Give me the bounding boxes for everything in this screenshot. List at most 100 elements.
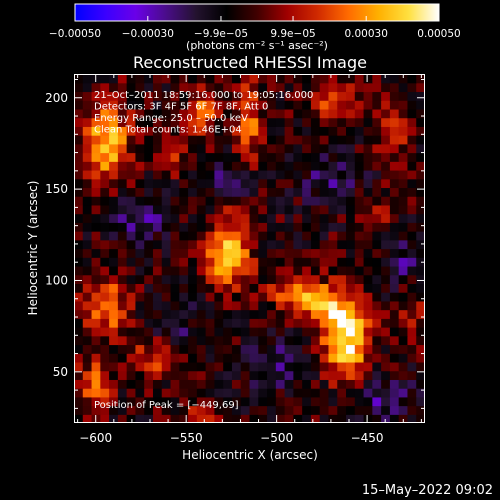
heatmap-cell [179, 300, 189, 311]
heatmap-cell [144, 117, 154, 127]
heatmap-cell [372, 335, 382, 346]
heatmap-cell [126, 265, 137, 276]
heatmap-cell [249, 274, 259, 284]
heatmap-cell [258, 361, 268, 372]
heatmap-cell [381, 143, 391, 154]
heatmap-cell [389, 335, 400, 346]
heatmap-cell [100, 335, 110, 346]
heatmap-cell [363, 143, 373, 154]
heatmap-cell [354, 361, 365, 372]
heatmap-cell [407, 361, 417, 372]
heatmap-cell [170, 335, 180, 346]
heatmap-cell [346, 143, 356, 154]
heatmap-cell [109, 292, 119, 302]
heatmap-cell [109, 117, 119, 127]
heatmap-cell [240, 300, 251, 311]
heatmap-cell [302, 178, 312, 189]
heatmap-cell [372, 309, 382, 319]
heatmap-cell [196, 239, 207, 250]
heatmap-cell [416, 126, 425, 136]
heatmap-cell [231, 108, 242, 119]
heatmap-cell [135, 231, 145, 241]
heatmap-cell [337, 370, 347, 380]
heatmap-cell [100, 344, 110, 354]
heatmap-cell [126, 108, 137, 119]
heatmap-cell [363, 327, 373, 337]
heatmap-cell [135, 327, 145, 337]
heatmap-cell [135, 178, 145, 189]
heatmap-cell [231, 231, 242, 241]
heatmap-cell [302, 204, 312, 215]
heatmap-cell [363, 108, 373, 119]
heatmap-cell [267, 74, 277, 84]
heatmap-cell [188, 265, 198, 276]
heatmap-cell [205, 274, 216, 284]
heatmap-cell [100, 222, 110, 232]
heatmap-cell [293, 178, 303, 189]
heatmap-cell [74, 204, 84, 215]
heatmap-cell [161, 361, 172, 372]
heatmap-cell [328, 161, 338, 171]
annotation-line: Detectors: 3F 4F 5F 6F 7F 8F, Att 0 [94, 102, 268, 113]
heatmap-cell [319, 353, 330, 363]
heatmap-cell [231, 344, 242, 354]
heatmap-cell [319, 414, 330, 423]
heatmap-cell [170, 161, 180, 171]
heatmap-cell [398, 117, 409, 127]
heatmap-cell [354, 239, 365, 250]
heatmap-cell [346, 274, 356, 284]
colorbar-tick-label: −0.00050 [49, 28, 101, 40]
heatmap-cell [214, 231, 224, 241]
heatmap-cell [346, 169, 356, 180]
heatmap-cell [407, 178, 417, 189]
heatmap-cell [152, 309, 163, 319]
heatmap-cell [354, 135, 365, 145]
heatmap-cell [275, 161, 286, 171]
heatmap-cell [398, 152, 409, 162]
heatmap-cell [363, 178, 373, 189]
heatmap-cell [267, 161, 277, 171]
heatmap-cell [363, 100, 373, 110]
heatmap-cell [389, 257, 400, 267]
heatmap-cell [109, 388, 119, 398]
heatmap-cell [319, 231, 330, 241]
heatmap-cell [302, 152, 312, 162]
heatmap-cell [74, 239, 84, 250]
heatmap-cell [196, 370, 207, 380]
heatmap-cell [328, 405, 338, 415]
heatmap-cell [284, 239, 294, 250]
heatmap-cell [91, 370, 101, 380]
heatmap-cell [135, 283, 145, 293]
heatmap-cell [398, 239, 409, 250]
heatmap-cell [284, 309, 294, 319]
heatmap-cell [205, 292, 216, 302]
heatmap-cell [152, 187, 163, 197]
heatmap-cell [223, 178, 233, 189]
heatmap-cell [109, 405, 119, 415]
heatmap-cell [231, 353, 242, 363]
heatmap-cell [249, 414, 259, 423]
heatmap-cell [82, 126, 93, 136]
heatmap-cell [267, 204, 277, 215]
heatmap-cell [214, 292, 224, 302]
heatmap-cell [398, 169, 409, 180]
heatmap-cell [214, 91, 224, 101]
heatmap-cell [170, 274, 180, 284]
heatmap-cell [346, 196, 356, 206]
heatmap-cell [258, 388, 268, 398]
heatmap-cell [188, 379, 198, 389]
heatmap-cell [170, 126, 180, 136]
heatmap-cell [223, 344, 233, 354]
heatmap-cell [354, 388, 365, 398]
heatmap-cell [328, 335, 338, 346]
heatmap-cell [337, 222, 347, 232]
heatmap-cell [144, 248, 154, 258]
heatmap-cell [416, 344, 425, 354]
heatmap-cell [284, 388, 294, 398]
heatmap-cell [100, 239, 110, 250]
heatmap-cell [284, 169, 294, 180]
heatmap-cell [389, 178, 400, 189]
heatmap-cell [354, 152, 365, 162]
heatmap-cell [223, 100, 233, 110]
heatmap-cell [354, 353, 365, 363]
